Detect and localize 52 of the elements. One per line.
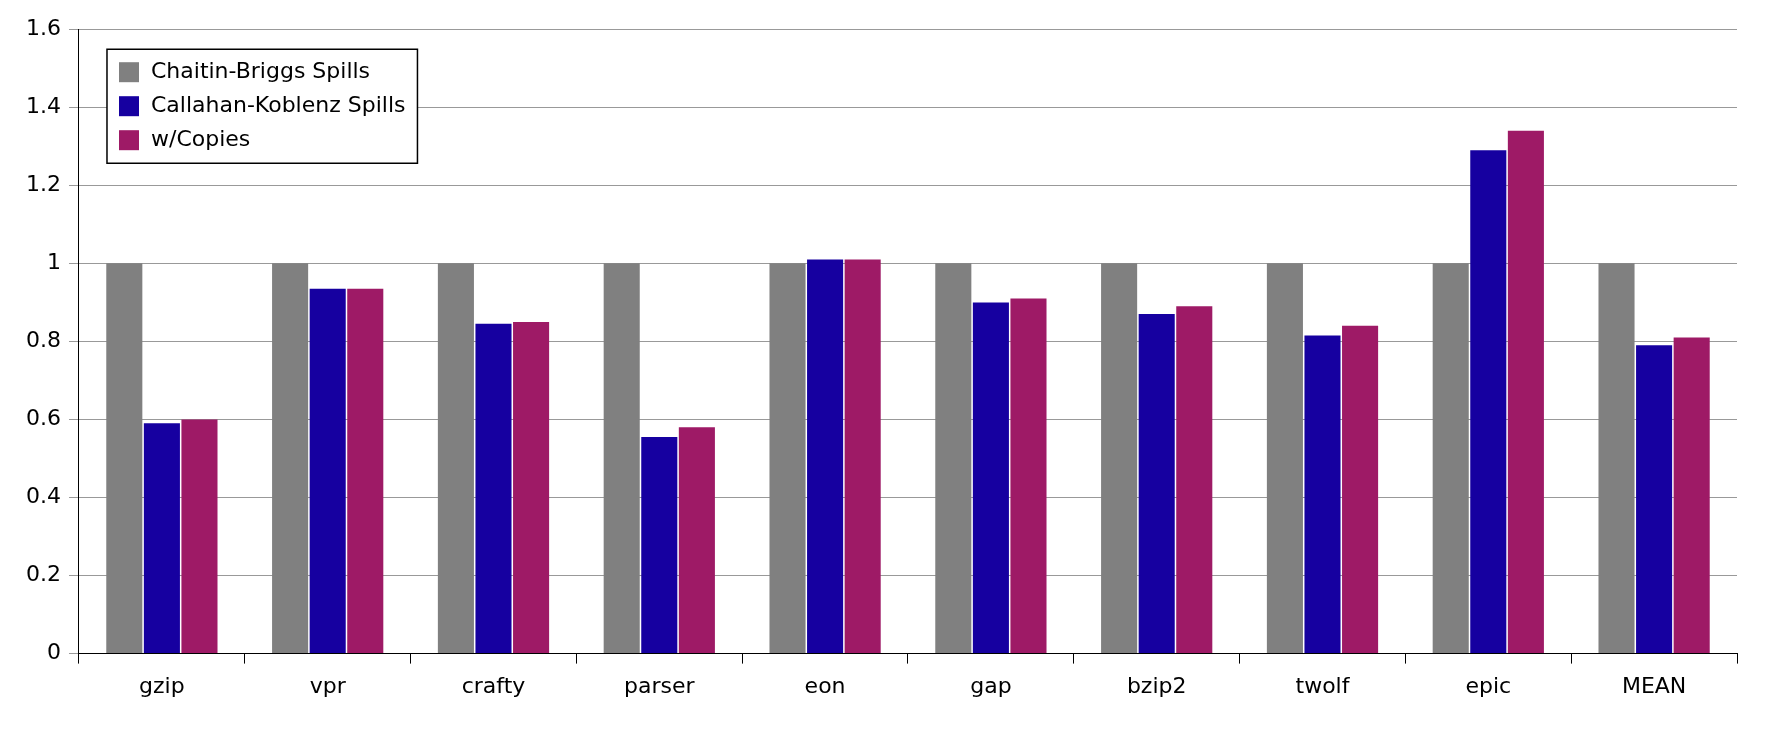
bar — [1432, 263, 1469, 654]
y-tick-label: 0.4 — [25, 483, 61, 509]
bar — [972, 302, 1009, 654]
bar — [475, 323, 512, 654]
bar — [1266, 263, 1303, 654]
bar — [678, 427, 715, 654]
bar — [272, 263, 309, 654]
bar — [437, 263, 474, 654]
y-tick-label: 1.2 — [25, 171, 61, 197]
bar — [603, 263, 640, 654]
y-tick-label: 0.6 — [25, 405, 61, 431]
y-tick-label: 0.2 — [25, 561, 61, 587]
bar — [1673, 337, 1710, 654]
bar — [935, 263, 972, 654]
bar — [309, 288, 346, 654]
x-tick-label: twolf — [1295, 672, 1351, 698]
bar — [1010, 298, 1047, 654]
bar — [1304, 335, 1341, 654]
x-tick-label: crafty — [461, 672, 526, 698]
bar — [641, 437, 678, 654]
bar — [1507, 130, 1544, 654]
bar — [807, 259, 844, 654]
bar — [844, 259, 881, 654]
bar — [1138, 314, 1175, 654]
bar — [1598, 263, 1635, 654]
x-tick-label: parser — [624, 672, 696, 698]
bar — [347, 288, 384, 654]
x-tick-label: gzip — [139, 672, 185, 698]
x-tick-label: epic — [1465, 672, 1512, 698]
x-tick-label: gap — [970, 672, 1012, 698]
bar — [513, 321, 550, 654]
bar — [1470, 150, 1507, 654]
legend-label: w/Copies — [150, 125, 251, 151]
y-tick-label: 1.4 — [25, 92, 61, 118]
bar — [181, 419, 218, 654]
x-tick-label: vpr — [309, 672, 347, 698]
x-tick-label: eon — [804, 672, 846, 698]
bar — [1101, 263, 1138, 654]
y-tick-label: 0 — [46, 639, 61, 665]
y-tick-label: 0.8 — [25, 327, 61, 353]
bar — [143, 423, 180, 654]
x-tick-label: bzip2 — [1126, 672, 1187, 698]
y-tick-label: 1 — [46, 249, 61, 275]
x-tick-label: MEAN — [1621, 672, 1687, 698]
bar — [1176, 306, 1213, 654]
legend-label: Chaitin-Briggs Spills — [150, 57, 371, 83]
bar — [1636, 345, 1673, 654]
bar — [1342, 325, 1379, 654]
y-tick-label: 1.6 — [25, 14, 61, 40]
legend-label: Callahan-Koblenz Spills — [150, 91, 406, 117]
bar — [106, 263, 143, 654]
bar — [769, 263, 806, 654]
